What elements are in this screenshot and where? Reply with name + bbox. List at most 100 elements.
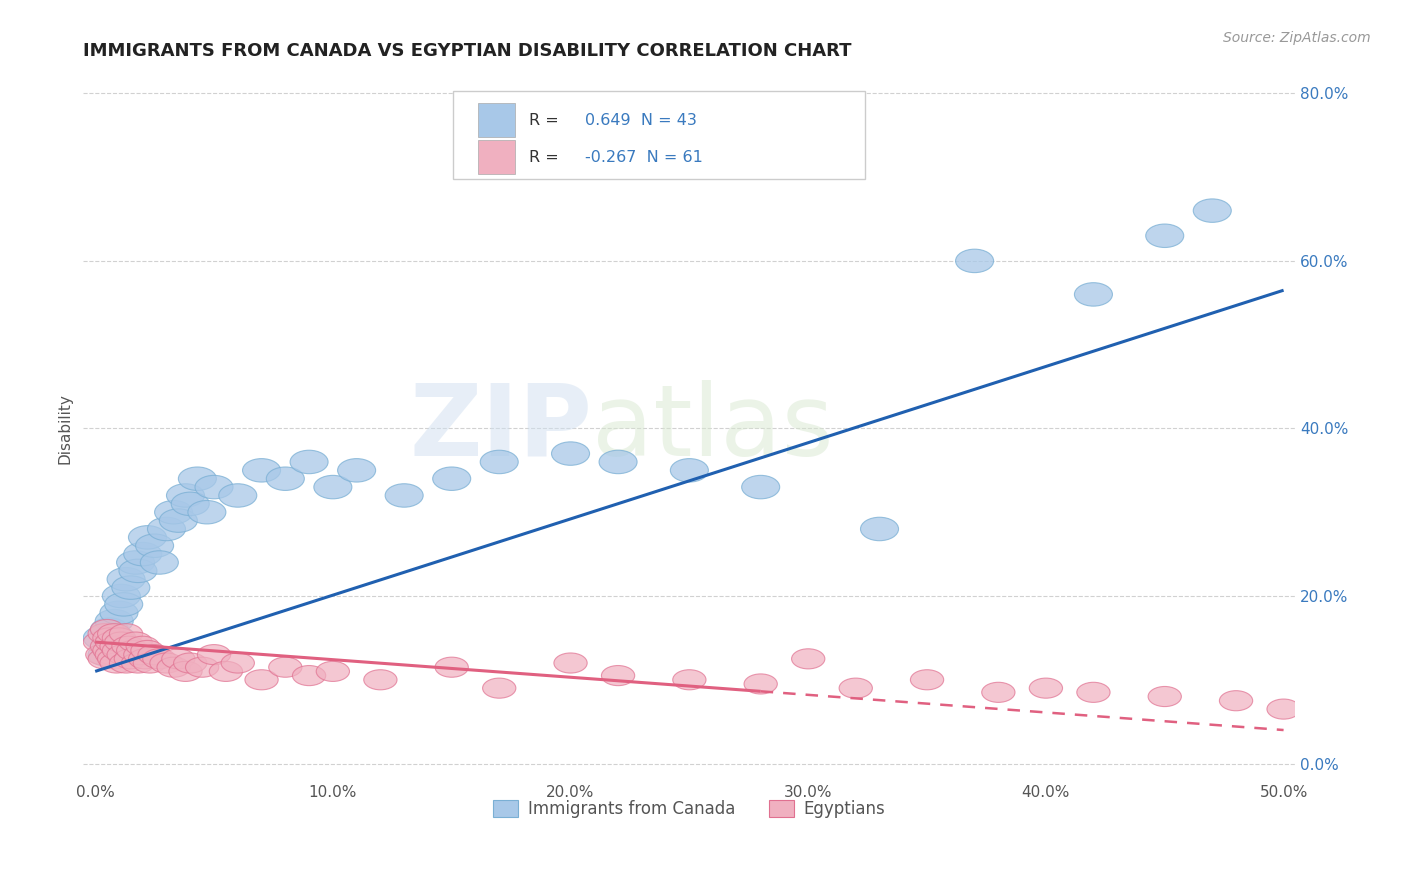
Text: R =: R = [530, 150, 564, 165]
Ellipse shape [1219, 690, 1253, 711]
Ellipse shape [112, 576, 150, 599]
Ellipse shape [981, 682, 1015, 702]
Ellipse shape [107, 567, 145, 591]
Ellipse shape [157, 657, 190, 677]
Ellipse shape [124, 542, 162, 566]
Ellipse shape [434, 657, 468, 677]
Ellipse shape [104, 632, 138, 652]
Ellipse shape [1149, 687, 1181, 706]
Ellipse shape [103, 628, 135, 648]
Text: Source: ZipAtlas.com: Source: ZipAtlas.com [1223, 31, 1371, 45]
Ellipse shape [1146, 224, 1184, 247]
Ellipse shape [671, 458, 709, 482]
Ellipse shape [120, 632, 152, 652]
FancyBboxPatch shape [453, 91, 865, 178]
Ellipse shape [97, 648, 131, 669]
Text: R =: R = [530, 112, 564, 128]
Ellipse shape [433, 467, 471, 491]
Ellipse shape [956, 249, 994, 273]
Ellipse shape [104, 592, 143, 616]
Ellipse shape [792, 648, 825, 669]
Ellipse shape [155, 500, 193, 524]
Ellipse shape [83, 632, 117, 652]
Ellipse shape [385, 483, 423, 508]
Ellipse shape [602, 665, 634, 686]
Ellipse shape [117, 640, 150, 660]
Ellipse shape [134, 653, 166, 673]
Ellipse shape [89, 648, 121, 669]
Ellipse shape [741, 475, 780, 499]
Ellipse shape [911, 670, 943, 690]
Y-axis label: Disability: Disability [58, 393, 72, 464]
Ellipse shape [110, 653, 143, 673]
Ellipse shape [481, 450, 519, 474]
Ellipse shape [551, 442, 589, 466]
Ellipse shape [159, 508, 197, 533]
Ellipse shape [93, 628, 127, 648]
Ellipse shape [173, 653, 207, 673]
Ellipse shape [269, 657, 302, 677]
Ellipse shape [100, 601, 138, 624]
Ellipse shape [197, 645, 231, 665]
Text: ZIP: ZIP [409, 380, 592, 477]
Ellipse shape [128, 525, 166, 549]
Ellipse shape [96, 609, 134, 632]
Ellipse shape [219, 483, 257, 508]
Ellipse shape [89, 643, 127, 666]
Ellipse shape [150, 653, 183, 673]
Ellipse shape [188, 500, 226, 524]
Ellipse shape [1077, 682, 1111, 702]
Ellipse shape [131, 640, 165, 660]
Ellipse shape [90, 636, 124, 657]
FancyBboxPatch shape [478, 140, 515, 174]
Ellipse shape [90, 619, 124, 640]
Ellipse shape [107, 645, 141, 665]
Ellipse shape [103, 640, 135, 660]
Ellipse shape [141, 550, 179, 574]
Ellipse shape [100, 636, 134, 657]
Ellipse shape [135, 534, 173, 558]
Ellipse shape [245, 670, 278, 690]
Ellipse shape [314, 475, 352, 499]
Ellipse shape [744, 674, 778, 694]
Ellipse shape [1029, 678, 1063, 698]
Ellipse shape [143, 648, 176, 669]
Ellipse shape [860, 517, 898, 541]
Ellipse shape [1267, 699, 1301, 719]
Ellipse shape [166, 483, 204, 508]
Ellipse shape [672, 670, 706, 690]
Ellipse shape [103, 584, 141, 607]
Ellipse shape [90, 618, 128, 641]
Ellipse shape [364, 670, 396, 690]
Ellipse shape [93, 634, 131, 658]
Text: 0.649  N = 43: 0.649 N = 43 [585, 112, 697, 128]
Ellipse shape [100, 653, 134, 673]
Ellipse shape [89, 624, 121, 644]
Ellipse shape [96, 632, 128, 652]
Ellipse shape [138, 645, 172, 665]
Ellipse shape [290, 450, 328, 474]
Ellipse shape [120, 559, 157, 582]
Ellipse shape [179, 467, 217, 491]
Ellipse shape [112, 636, 145, 657]
Ellipse shape [96, 645, 128, 665]
Ellipse shape [554, 653, 588, 673]
Ellipse shape [117, 550, 155, 574]
Ellipse shape [169, 661, 202, 681]
Ellipse shape [97, 626, 135, 649]
Ellipse shape [97, 624, 131, 644]
Ellipse shape [209, 661, 243, 681]
Ellipse shape [316, 661, 350, 681]
Ellipse shape [1074, 283, 1112, 306]
Ellipse shape [195, 475, 233, 499]
Ellipse shape [243, 458, 281, 482]
FancyBboxPatch shape [478, 103, 515, 137]
Legend: Immigrants from Canada, Egyptians: Immigrants from Canada, Egyptians [486, 793, 893, 825]
Ellipse shape [292, 665, 326, 686]
Ellipse shape [114, 648, 148, 669]
Ellipse shape [162, 648, 195, 669]
Ellipse shape [93, 640, 127, 660]
Ellipse shape [121, 653, 155, 673]
Ellipse shape [337, 458, 375, 482]
Ellipse shape [266, 467, 304, 491]
